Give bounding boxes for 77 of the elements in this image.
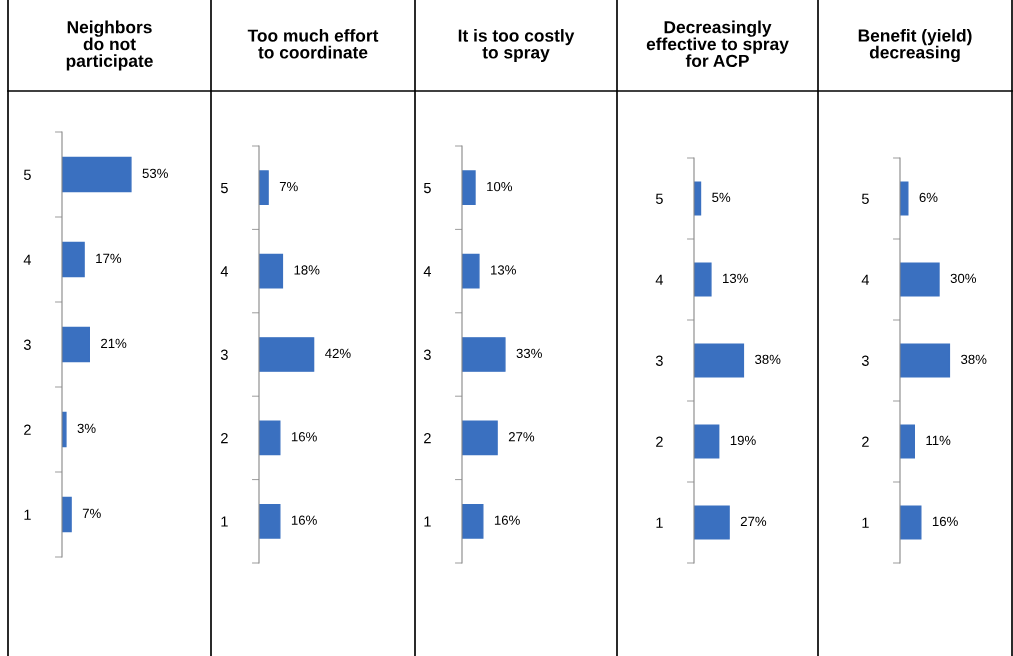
data-label: 11% [926, 435, 951, 445]
data-label: 33% [516, 348, 542, 359]
data-label: 16% [291, 432, 317, 442]
y-tick-label: 3 [220, 349, 228, 360]
bar [900, 262, 940, 297]
data-label: 16% [291, 515, 317, 525]
y-tick-label: 1 [656, 517, 663, 528]
y-tick-label: 5 [861, 193, 869, 204]
y-tick-label: 1 [221, 516, 228, 527]
y-tick-label: 4 [220, 266, 229, 277]
chart-title: Neighbors do not participate [66, 20, 153, 71]
data-label: 42% [325, 348, 351, 358]
y-tick-label: 5 [423, 182, 431, 194]
y-tick-label: 3 [23, 339, 31, 350]
data-label: 5% [712, 192, 731, 203]
chart-title: It is too costly to spray [458, 29, 575, 62]
bar [259, 253, 284, 289]
data-label: 38% [755, 354, 781, 365]
bar [462, 170, 476, 206]
bar [259, 170, 269, 206]
y-tick-label: 4 [861, 274, 870, 285]
data-label: 3% [77, 423, 96, 434]
bar [462, 253, 480, 289]
data-label: 38% [961, 354, 987, 365]
data-label: 21% [101, 338, 127, 348]
data-label: 13% [491, 265, 516, 275]
bar [900, 424, 915, 459]
bar [259, 420, 281, 456]
chart-title: Too much effort to coordinate [247, 29, 379, 59]
bar [462, 503, 484, 539]
bar [62, 326, 90, 363]
bar [694, 343, 745, 378]
bar [62, 496, 72, 533]
y-tick-label: 2 [221, 433, 228, 444]
y-tick-label: 4 [23, 254, 32, 265]
bar [259, 503, 281, 539]
y-tick-label: 3 [423, 349, 431, 360]
bar [694, 424, 720, 459]
y-tick-label: 5 [220, 182, 228, 194]
data-label: 17% [96, 253, 122, 263]
y-tick-label: 1 [862, 517, 869, 528]
y-tick-label: 5 [655, 193, 663, 204]
y-tick-label: 2 [862, 436, 869, 447]
bar [900, 343, 951, 378]
data-label: 16% [494, 515, 520, 525]
bar [462, 420, 498, 456]
y-tick-label: 2 [656, 436, 663, 447]
data-label: 10% [487, 181, 513, 192]
data-label: 19% [730, 435, 756, 446]
bar [462, 337, 506, 372]
y-tick-label: 4 [423, 266, 432, 277]
data-label: 27% [508, 432, 535, 442]
y-tick-label: 2 [24, 424, 31, 435]
y-tick-label: 3 [655, 355, 663, 366]
bar [259, 337, 315, 372]
data-label: 6% [919, 192, 938, 203]
chart-title: Decreasingly effective to spray for ACP [646, 20, 789, 68]
chart-title: Benefit (yield) decreasing [858, 28, 972, 63]
y-tick-label: 4 [655, 274, 664, 285]
data-label: 18% [294, 265, 320, 275]
bar [694, 262, 712, 297]
bar [900, 505, 922, 540]
y-tick-label: 5 [23, 169, 31, 180]
bar [62, 241, 85, 278]
bar [62, 156, 132, 193]
data-label: 16% [932, 516, 958, 527]
data-label: 53% [142, 168, 168, 179]
y-tick-label: 1 [424, 516, 431, 527]
y-tick-label: 3 [861, 355, 869, 366]
bar [694, 505, 730, 540]
data-label: 13% [723, 273, 748, 284]
data-label: 27% [740, 516, 767, 526]
data-label: 7% [82, 508, 101, 518]
data-label: 30% [950, 273, 977, 284]
y-tick-label: 2 [424, 433, 431, 444]
data-label: 7% [279, 181, 298, 192]
y-tick-label: 1 [24, 509, 31, 520]
